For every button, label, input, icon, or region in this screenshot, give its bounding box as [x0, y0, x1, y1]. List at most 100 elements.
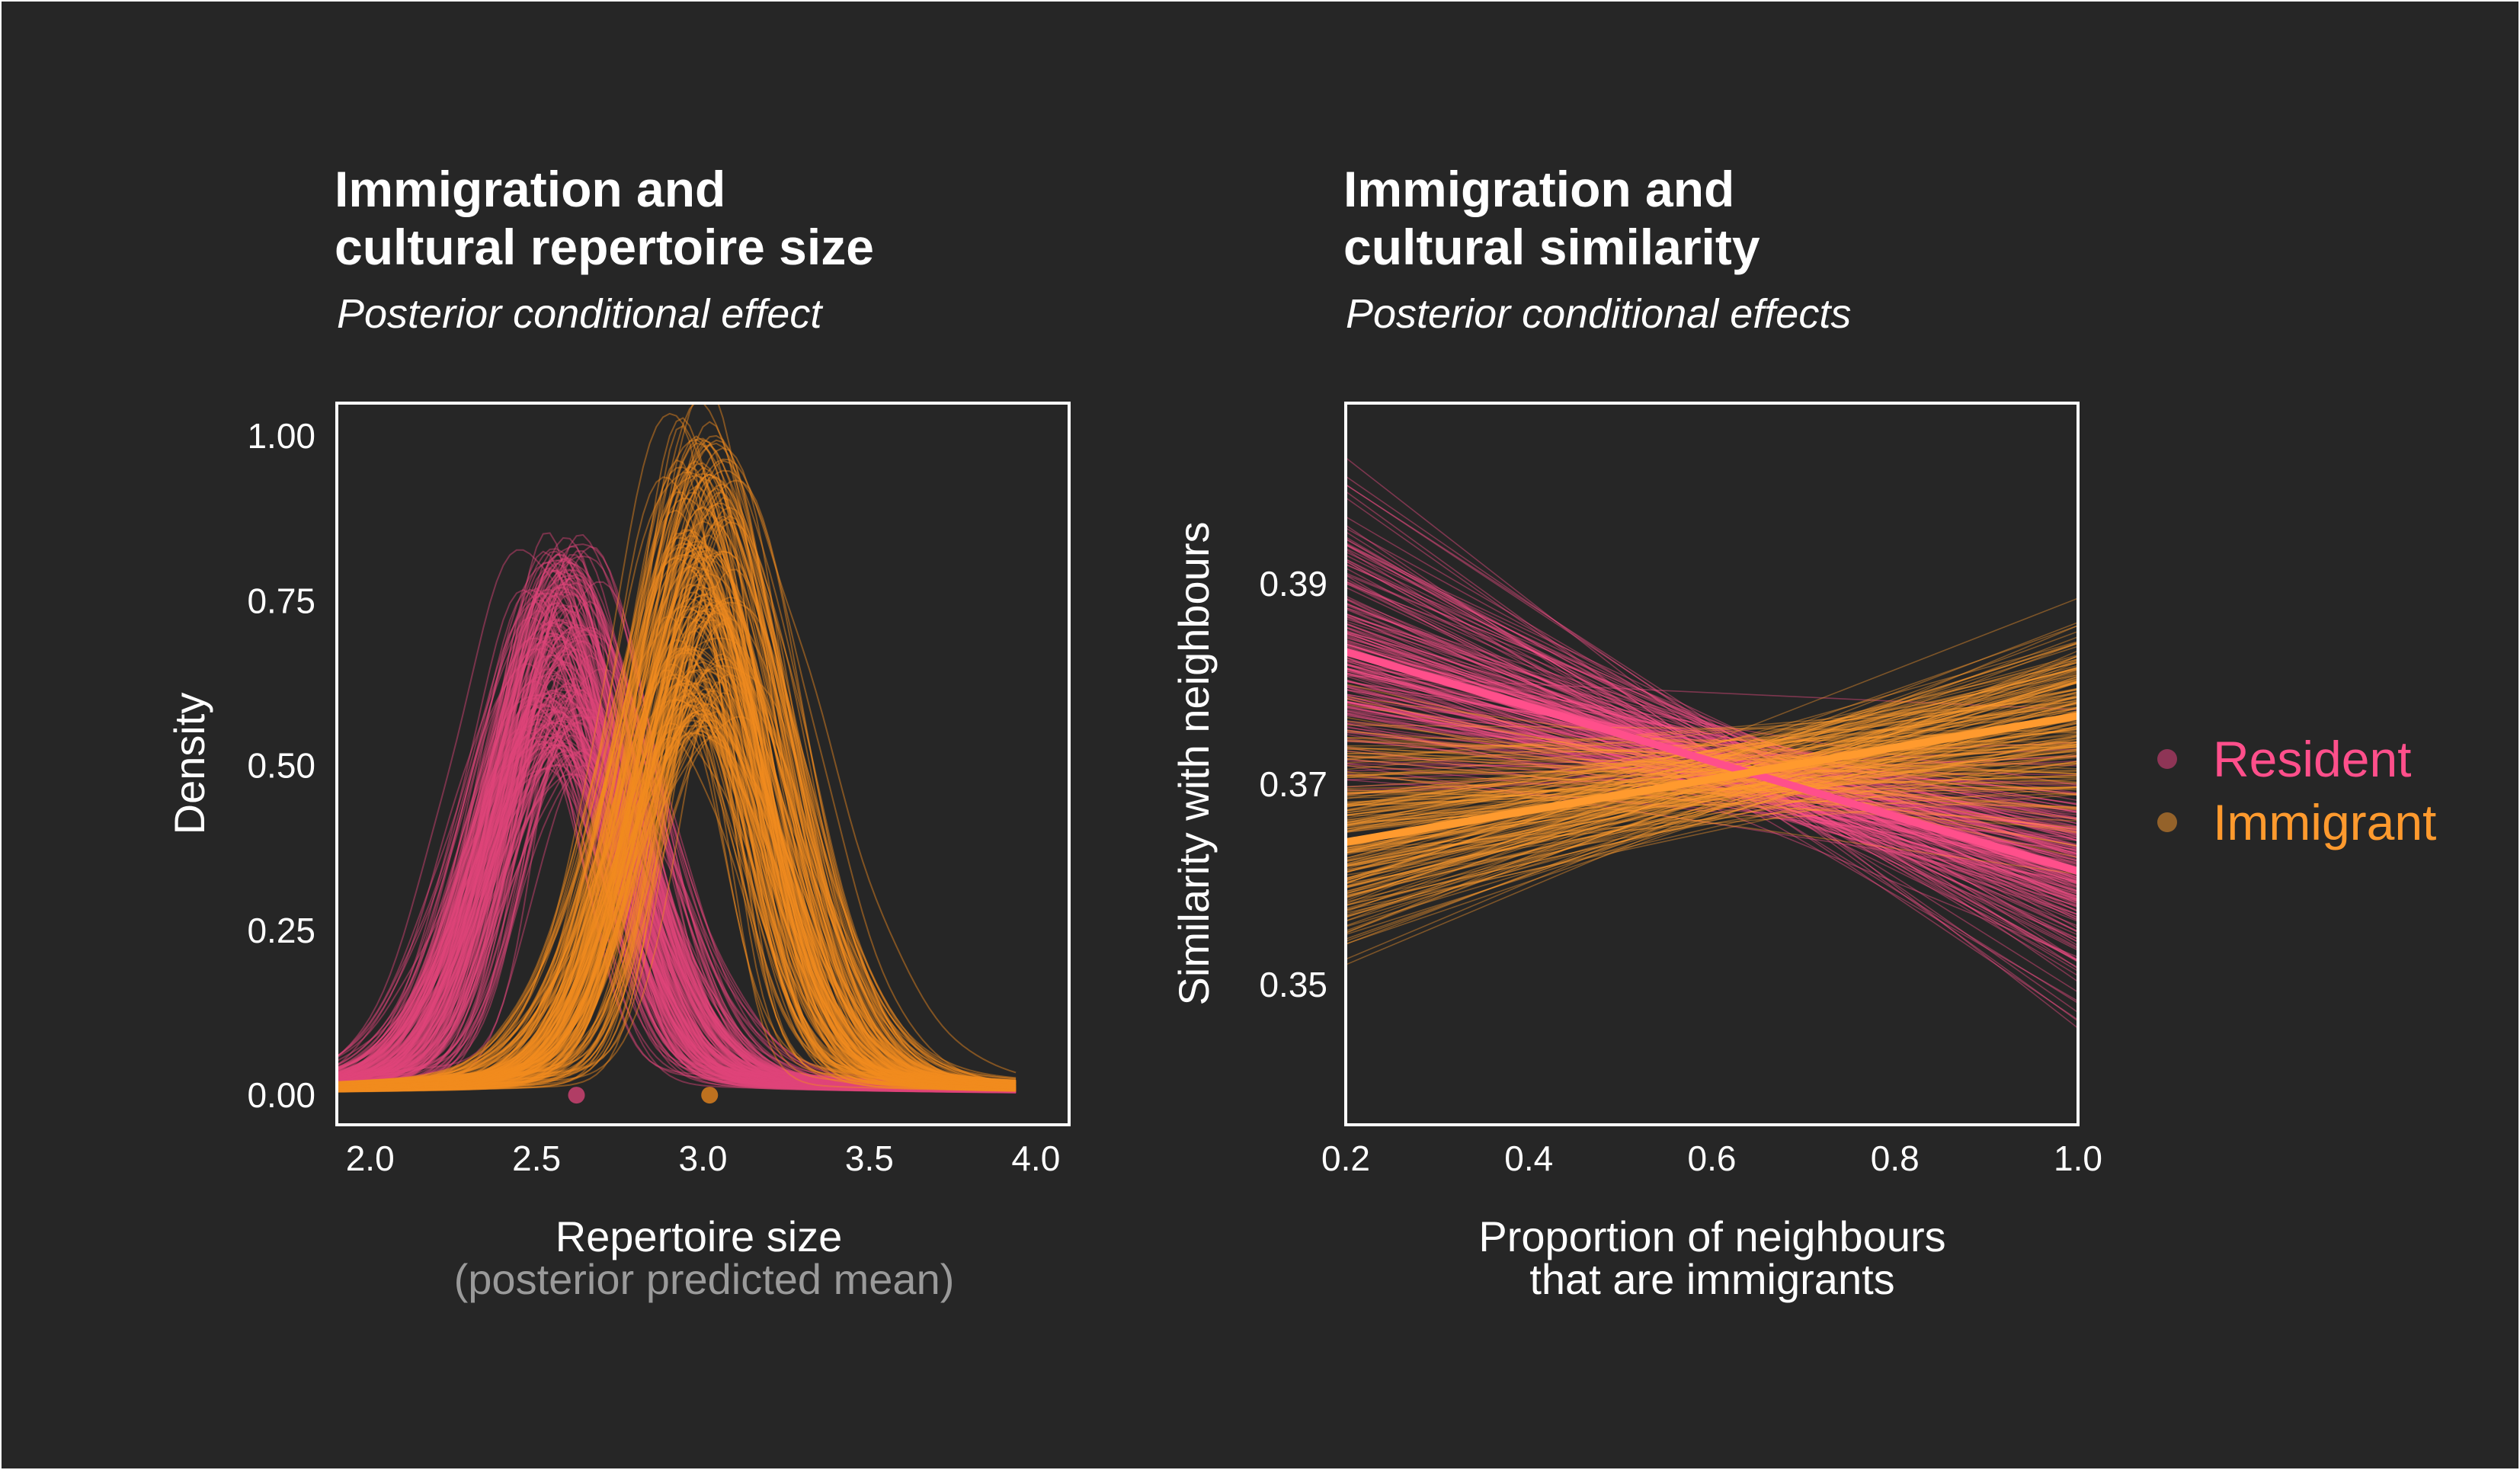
effect-draw-line [1346, 706, 2078, 796]
density-draw-line [337, 646, 1017, 1090]
y-tick-label: 0.37 [1259, 764, 1327, 804]
density-draw-line [337, 593, 1017, 1089]
right-effect-draws [1346, 457, 2078, 1029]
effect-draw-line [1346, 756, 2078, 788]
effect-draw-line [1346, 793, 2078, 817]
x-tick-label: 4.0 [1011, 1139, 1060, 1178]
effect-draw-line [1346, 636, 2078, 913]
effect-draw-line [1346, 694, 2078, 887]
density-draw-line [337, 692, 1017, 1088]
effect-draw-line [1346, 696, 2078, 889]
density-draw-line [337, 677, 1017, 1083]
density-draw-line [337, 605, 1017, 1088]
density-draw-line [337, 646, 1017, 1091]
density-draw-line [337, 546, 1017, 1090]
effect-draw-line [1346, 720, 2078, 795]
density-draw-line [337, 691, 1017, 1092]
effect-draw-line [1346, 714, 2078, 898]
effect-draw-line [1346, 538, 2078, 943]
density-draw-line [337, 492, 1017, 1090]
density-draw-line [337, 545, 1017, 1090]
right-chart-title-line-1: Immigration and [1343, 161, 1735, 217]
legend-item-immigrant: Immigrant [2157, 794, 2436, 850]
density-draw-line [337, 529, 1017, 1092]
effect-draw-line [1346, 755, 2078, 787]
density-draw-line [337, 699, 1017, 1090]
density-draw-line [337, 730, 1017, 1089]
density-draw-line [337, 412, 1017, 1084]
effect-draw-line [1346, 655, 2078, 934]
density-draw-line [337, 532, 1017, 1088]
density-draw-line [337, 483, 1017, 1085]
density-draw-line [337, 434, 1017, 1085]
density-draw-line [337, 647, 1017, 1093]
density-draw-line [337, 685, 1017, 1091]
density-draw-line [337, 574, 1017, 1090]
effect-draw-line [1346, 750, 2078, 830]
density-draw-line [337, 652, 1017, 1087]
density-draw-line [337, 599, 1017, 1092]
effect-draw-line [1346, 749, 2078, 844]
density-draw-line [337, 551, 1017, 1093]
density-draw-line [337, 485, 1017, 1093]
density-draw-line [337, 773, 1017, 1093]
density-draw-line [337, 552, 1017, 1090]
density-draw-line [337, 690, 1017, 1092]
density-draw-line [337, 700, 1017, 1090]
density-draw-line [337, 673, 1017, 1088]
effect-draw-line [1346, 668, 2078, 916]
density-draw-line [337, 592, 1017, 1090]
density-draw-line [337, 586, 1017, 1090]
density-draw-line [337, 471, 1017, 1083]
density-draw-line [337, 522, 1017, 1086]
effect-draw-line [1346, 630, 2078, 847]
density-draw-line [337, 542, 1017, 1085]
density-draw-line [337, 694, 1017, 1086]
density-draw-line [337, 633, 1017, 1091]
density-draw-line [337, 773, 1017, 1090]
x-axis-label-line-1: Proportion of neighbours [1478, 1212, 1945, 1260]
effect-draw-line [1346, 748, 2078, 851]
density-draw-line [337, 689, 1017, 1094]
effect-draw-line [1346, 693, 2078, 820]
effect-draw-line [1346, 760, 2078, 785]
effect-draw-line [1346, 618, 2078, 840]
density-draw-line [337, 734, 1017, 1090]
density-draw-line [337, 700, 1017, 1093]
density-draw-line [337, 610, 1017, 1085]
density-draw-line [337, 683, 1017, 1093]
density-draw-line [337, 730, 1017, 1087]
density-draw-line [337, 616, 1017, 1094]
density-draw-line [337, 536, 1017, 1089]
density-draw-line [337, 460, 1017, 1086]
effect-draw-line [1346, 603, 2078, 902]
effect-draw-line [1346, 702, 2078, 805]
density-draw-line [337, 559, 1017, 1091]
effect-draw-line [1346, 755, 2078, 791]
right-chart-title-line-2: cultural similarity [1343, 219, 1760, 275]
effect-draw-line [1346, 637, 2078, 841]
effect-draw-line [1346, 710, 2078, 909]
effect-draw-line [1346, 623, 2078, 915]
effect-draw-line [1346, 666, 2078, 906]
effect-draw-line [1346, 675, 2078, 902]
density-draw-line [337, 700, 1017, 1090]
effect-draw-line [1346, 674, 2078, 893]
density-draw-line [337, 714, 1017, 1093]
effect-draw-line [1346, 649, 2078, 819]
density-draw-line [337, 689, 1017, 1092]
density-draw-line [337, 708, 1017, 1087]
effect-draw-line [1346, 724, 2078, 732]
effect-draw-line [1346, 643, 2078, 834]
effect-draw-line [1346, 702, 2078, 812]
effect-draw-line [1346, 538, 2078, 976]
density-draw-line [337, 605, 1017, 1088]
density-draw-line [337, 578, 1017, 1093]
density-draw-line [337, 663, 1017, 1084]
effect-draw-line [1346, 653, 2078, 884]
effect-draw-line [1346, 731, 2078, 783]
density-draw-line [337, 555, 1017, 1093]
density-draw-line [337, 458, 1017, 1085]
density-draw-line [337, 654, 1017, 1087]
density-draw-line [337, 553, 1017, 1094]
